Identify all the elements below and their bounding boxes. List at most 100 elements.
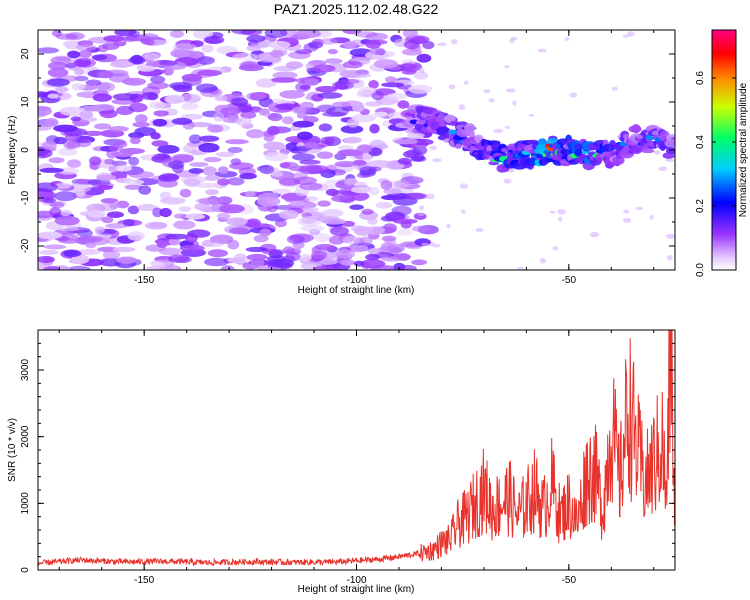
heatmap-noise-cell [665,233,675,239]
heatmap-noise-cell [314,243,335,251]
heatmap-noise-cell [196,56,215,65]
heatmap-y-axis: -20 -10 0 10 20 [20,29,675,271]
heatmap-noise-cell [381,82,405,88]
heatmap-noise-cell [351,113,377,123]
heatmap-noise-cell [334,161,357,168]
heatmap-noise-cell [396,253,411,261]
heatmap-noise-cell [364,101,383,107]
heatmap-noise-cell [123,179,145,185]
heatmap-noise-cell [87,210,106,218]
heatmap-noise-cell [369,47,386,55]
heatmap-noise-cell [215,151,235,157]
heatmap-noise-cell [240,111,257,119]
heatmap-noise-cell [111,160,127,167]
y-tick-label: 3000 [20,358,31,381]
heatmap-noise-cell [164,94,185,105]
heatmap-noise-cell [505,88,516,93]
heatmap-noise-cell [380,180,393,190]
heatmap-noise-cell [446,223,451,229]
heatmap-noise-cell [281,116,294,125]
heatmap-noise-cell [181,102,199,110]
heatmap-noise-cell [135,114,148,124]
heatmap-noise-cell [116,200,130,209]
heatmap-noise-cell [386,92,408,100]
heatmap-noise-cell [666,254,673,261]
heatmap-noise-cell [376,143,389,150]
heatmap-noise-cell [213,112,225,122]
heatmap-noise-cell [373,111,388,118]
heatmap-noise-cell [227,177,245,186]
colorbar-ticks: 0.0 0.2 0.4 0.6 [695,71,736,277]
heatmap-noise-cell [144,221,167,230]
heatmap-signal-cell [666,147,675,155]
heatmap-noise-cell [356,144,373,154]
heatmap-noise-cell [134,127,157,136]
heatmap-cells [38,30,675,270]
heatmap-noise-cell [204,257,229,267]
heatmap-noise-cell [48,157,65,164]
heatmap-noise-cell [552,246,559,251]
heatmap-noise-cell [416,53,432,63]
heatmap-noise-cell [346,72,372,78]
heatmap-noise-cell [179,188,192,198]
heatmap-noise-cell [220,265,235,270]
heatmap-noise-cell [225,139,249,145]
heatmap-noise-cell [108,165,119,173]
heatmap-noise-cell [320,38,338,45]
heatmap-noise-cell [146,81,169,90]
heatmap-noise-cell [291,106,307,115]
heatmap-noise-cell [127,231,145,241]
heatmap-noise-cell [658,166,668,172]
heatmap-noise-cell [108,144,124,152]
heatmap-noise-cell [198,197,224,205]
heatmap-noise-cell [187,229,211,238]
heatmap-noise-cell [41,140,57,150]
heatmap-noise-cell [49,201,65,209]
heatmap-noise-cell [235,117,252,127]
heatmap-noise-cell [369,123,380,134]
heatmap-noise-cell [182,144,197,154]
heatmap-noise-cell [259,164,275,175]
heatmap-noise-cell [85,79,102,86]
heatmap-noise-cell [220,107,242,116]
y-tick-label: 2000 [20,425,31,448]
heatmap-noise-cell [381,235,397,242]
heatmap-noise-cell [234,253,247,262]
heatmap-noise-cell [311,250,328,260]
heatmap-noise-cell [316,151,334,159]
heatmap-noise-cell [296,131,313,141]
heatmap-noise-cell [246,44,262,52]
heatmap-noise-cell [368,80,379,89]
heatmap-noise-cell [98,246,117,252]
heatmap-noise-cell [156,241,168,249]
snr-panel: -150 -100 -50 0 1000 2000 3000 Height of stra… [7,329,676,595]
heatmap-noise-cell [268,258,295,268]
heatmap-noise-cell [417,212,426,216]
heatmap-noise-cell [137,204,158,211]
heatmap-noise-cell [329,226,350,236]
heatmap-noise-cell [91,54,108,61]
heatmap-noise-cell [539,257,546,264]
heatmap-noise-cell [179,244,205,252]
heatmap-noise-cell [256,196,281,207]
heatmap-noise-cell [425,193,435,200]
heatmap-noise-cell [149,101,166,109]
heatmap-noise-cell [272,71,298,80]
heatmap-noise-cell [350,186,374,194]
y-tick-label: 0 [20,147,31,153]
heatmap-noise-cell [304,196,319,202]
heatmap-noise-cell [128,30,140,38]
heatmap-noise-cell [38,249,59,255]
heatmap-noise-cell [116,151,134,157]
heatmap-noise-cell [217,178,230,186]
heatmap-noise-cell [292,153,316,161]
heatmap-noise-cell [91,182,114,189]
heatmap-noise-cell [38,47,60,54]
heatmap-noise-cell [528,113,535,117]
heatmap-noise-cell [75,44,97,52]
heatmap-noise-cell [402,30,418,39]
heatmap-noise-cell [132,121,150,128]
heatmap-noise-cell [127,205,140,215]
heatmap-noise-cell [363,226,386,235]
